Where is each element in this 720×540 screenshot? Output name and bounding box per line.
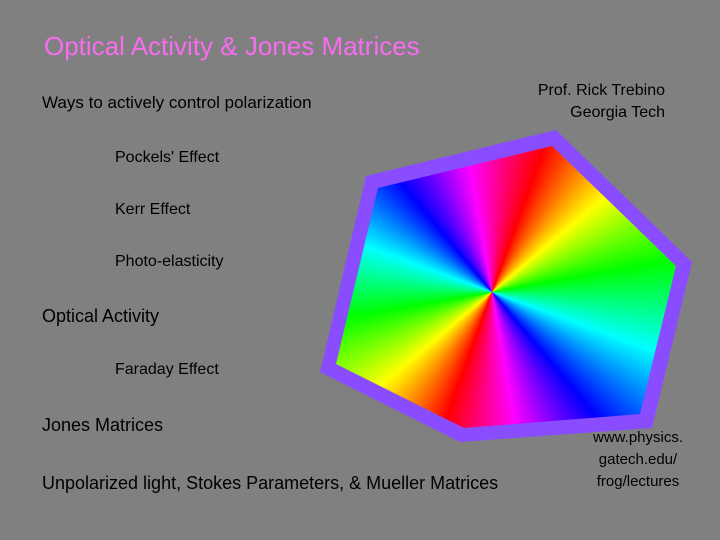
list-item: Optical Activity [42,306,160,326]
title: Optical Activity & Jones Matrices [44,31,420,61]
list-item: Unpolarized light, Stokes Parameters, & … [42,473,499,493]
url-line: frog/lectures [596,473,680,490]
list-item: Kerr Effect [115,201,191,218]
list-item: Photo-elasticity [115,253,224,270]
author-affiliation: Georgia Tech [570,104,665,121]
list-item: Pockels' Effect [115,149,220,166]
url-line: gatech.edu/ [598,451,678,468]
author-name: Prof. Rick Trebino [537,82,665,99]
list-item: Jones Matrices [42,415,164,435]
list-item: Faraday Effect [115,361,219,378]
url-line: www.physics. [592,429,684,446]
subtitle: Ways to actively control polarization [42,93,312,112]
